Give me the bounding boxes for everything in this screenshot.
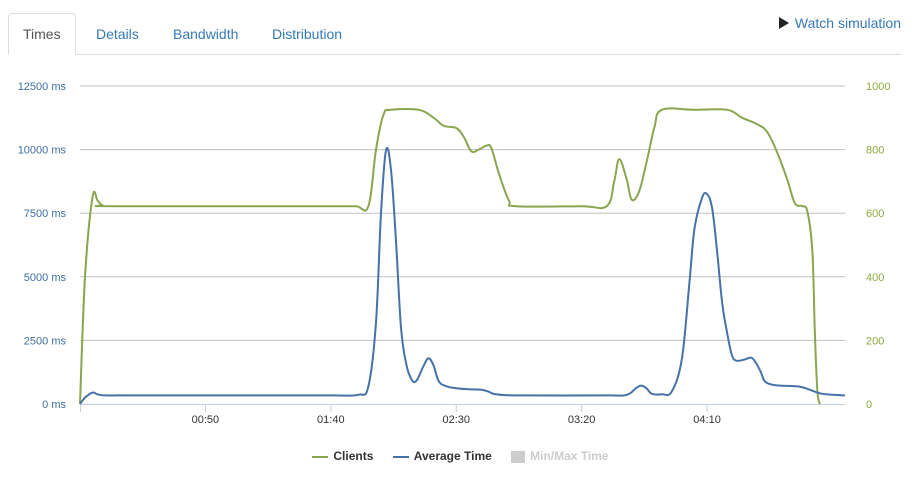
y-right-tick-label: 600 bbox=[866, 208, 884, 220]
y-left-tick-label: 7500 ms bbox=[24, 208, 67, 220]
y-right-tick-label: 800 bbox=[866, 145, 884, 157]
series-line-average-time bbox=[79, 146, 846, 405]
legend-item-min-max-time[interactable]: Min/Max Time bbox=[511, 448, 609, 463]
legend-swatch-min-max-time bbox=[511, 450, 526, 463]
y-right-tick-label: 200 bbox=[866, 335, 884, 347]
tab-bar-divider bbox=[8, 54, 901, 55]
right-axis-ticks: 0 200 400 600 800 1000 bbox=[866, 81, 890, 411]
series-line-clients bbox=[79, 107, 821, 405]
watch-simulation-label: Watch simulation bbox=[794, 15, 901, 31]
left-axis-ticks: 0 ms 2500 ms 5000 ms 7500 ms 10000 ms 12500 m… bbox=[18, 81, 67, 411]
y-left-tick-label: 5000 ms bbox=[24, 272, 67, 284]
tab-times[interactable]: Times bbox=[8, 13, 76, 55]
x-tick-label: 03:20 bbox=[568, 414, 596, 426]
x-axis: 00:50 01:40 02:30 03:20 04:10 bbox=[80, 404, 845, 426]
x-tick-label: 02:30 bbox=[442, 414, 470, 426]
legend-label-average-time: Average Time bbox=[413, 448, 492, 463]
y-left-tick-label: 0 ms bbox=[42, 399, 66, 411]
x-tick-label: 01:40 bbox=[317, 414, 345, 426]
chart-grid bbox=[80, 85, 845, 341]
legend-swatch-average-time bbox=[392, 455, 409, 458]
legend-item-average-time[interactable]: Average Time bbox=[392, 448, 492, 463]
tab-bar: Times Details Bandwidth Distribution Wat… bbox=[0, 0, 921, 55]
watch-simulation-link[interactable]: Watch simulation bbox=[778, 13, 901, 33]
y-left-tick-label: 2500 ms bbox=[24, 335, 67, 347]
y-right-tick-label: 1000 bbox=[866, 81, 890, 93]
x-tick-label: 04:10 bbox=[693, 414, 721, 426]
y-right-tick-label: 400 bbox=[866, 272, 884, 284]
play-icon bbox=[778, 17, 789, 29]
chart-series bbox=[79, 107, 846, 405]
chart-legend: Clients Average Time Min/Max Time bbox=[0, 448, 921, 466]
legend-item-clients[interactable]: Clients bbox=[312, 449, 373, 463]
legend-label-min-max-time: Min/Max Time bbox=[530, 448, 609, 463]
tab-distribution[interactable]: Distribution bbox=[272, 26, 343, 42]
x-tick-label: 00:50 bbox=[192, 414, 220, 426]
tab-details[interactable]: Details bbox=[96, 26, 139, 42]
y-right-tick-label: 0 bbox=[866, 399, 872, 411]
y-left-tick-label: 10000 ms bbox=[18, 145, 67, 157]
y-left-tick-label: 12500 ms bbox=[18, 81, 67, 93]
legend-label-clients: Clients bbox=[333, 448, 374, 463]
legend-swatch-clients bbox=[312, 455, 329, 458]
tab-bandwidth[interactable]: Bandwidth bbox=[173, 26, 239, 42]
